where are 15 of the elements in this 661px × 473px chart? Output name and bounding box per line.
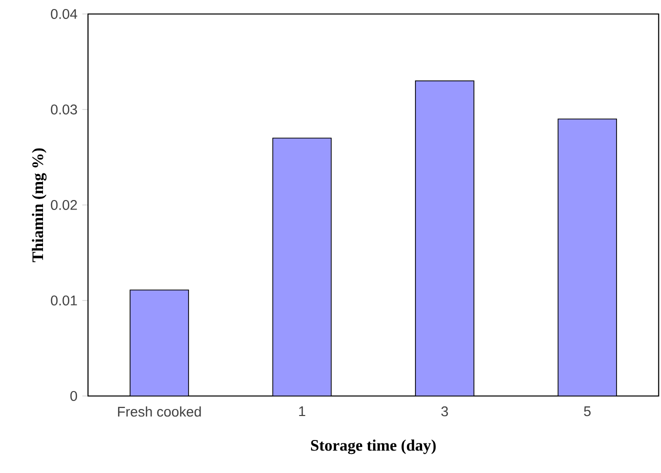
y-axis-title: Thiamin (mg %) — [32, 148, 47, 262]
bar — [558, 118, 617, 396]
x-tick-label: 1 — [299, 406, 306, 416]
bar — [272, 138, 332, 396]
y-tick-label: 0.02 — [50, 200, 77, 210]
y-tick-label: 0.04 — [50, 9, 78, 19]
bar — [415, 80, 474, 396]
y-tick-label: 0.03 — [50, 104, 77, 114]
x-tick-label: 5 — [584, 406, 591, 416]
y-tick-label: 0 — [70, 391, 78, 401]
y-tick-label: 0.01 — [50, 296, 77, 306]
x-tick-label: 3 — [441, 406, 448, 416]
bar — [130, 290, 189, 396]
x-tick-label: Fresh cooked — [118, 406, 201, 417]
x-axis-title: Storage time (day) — [311, 440, 436, 454]
